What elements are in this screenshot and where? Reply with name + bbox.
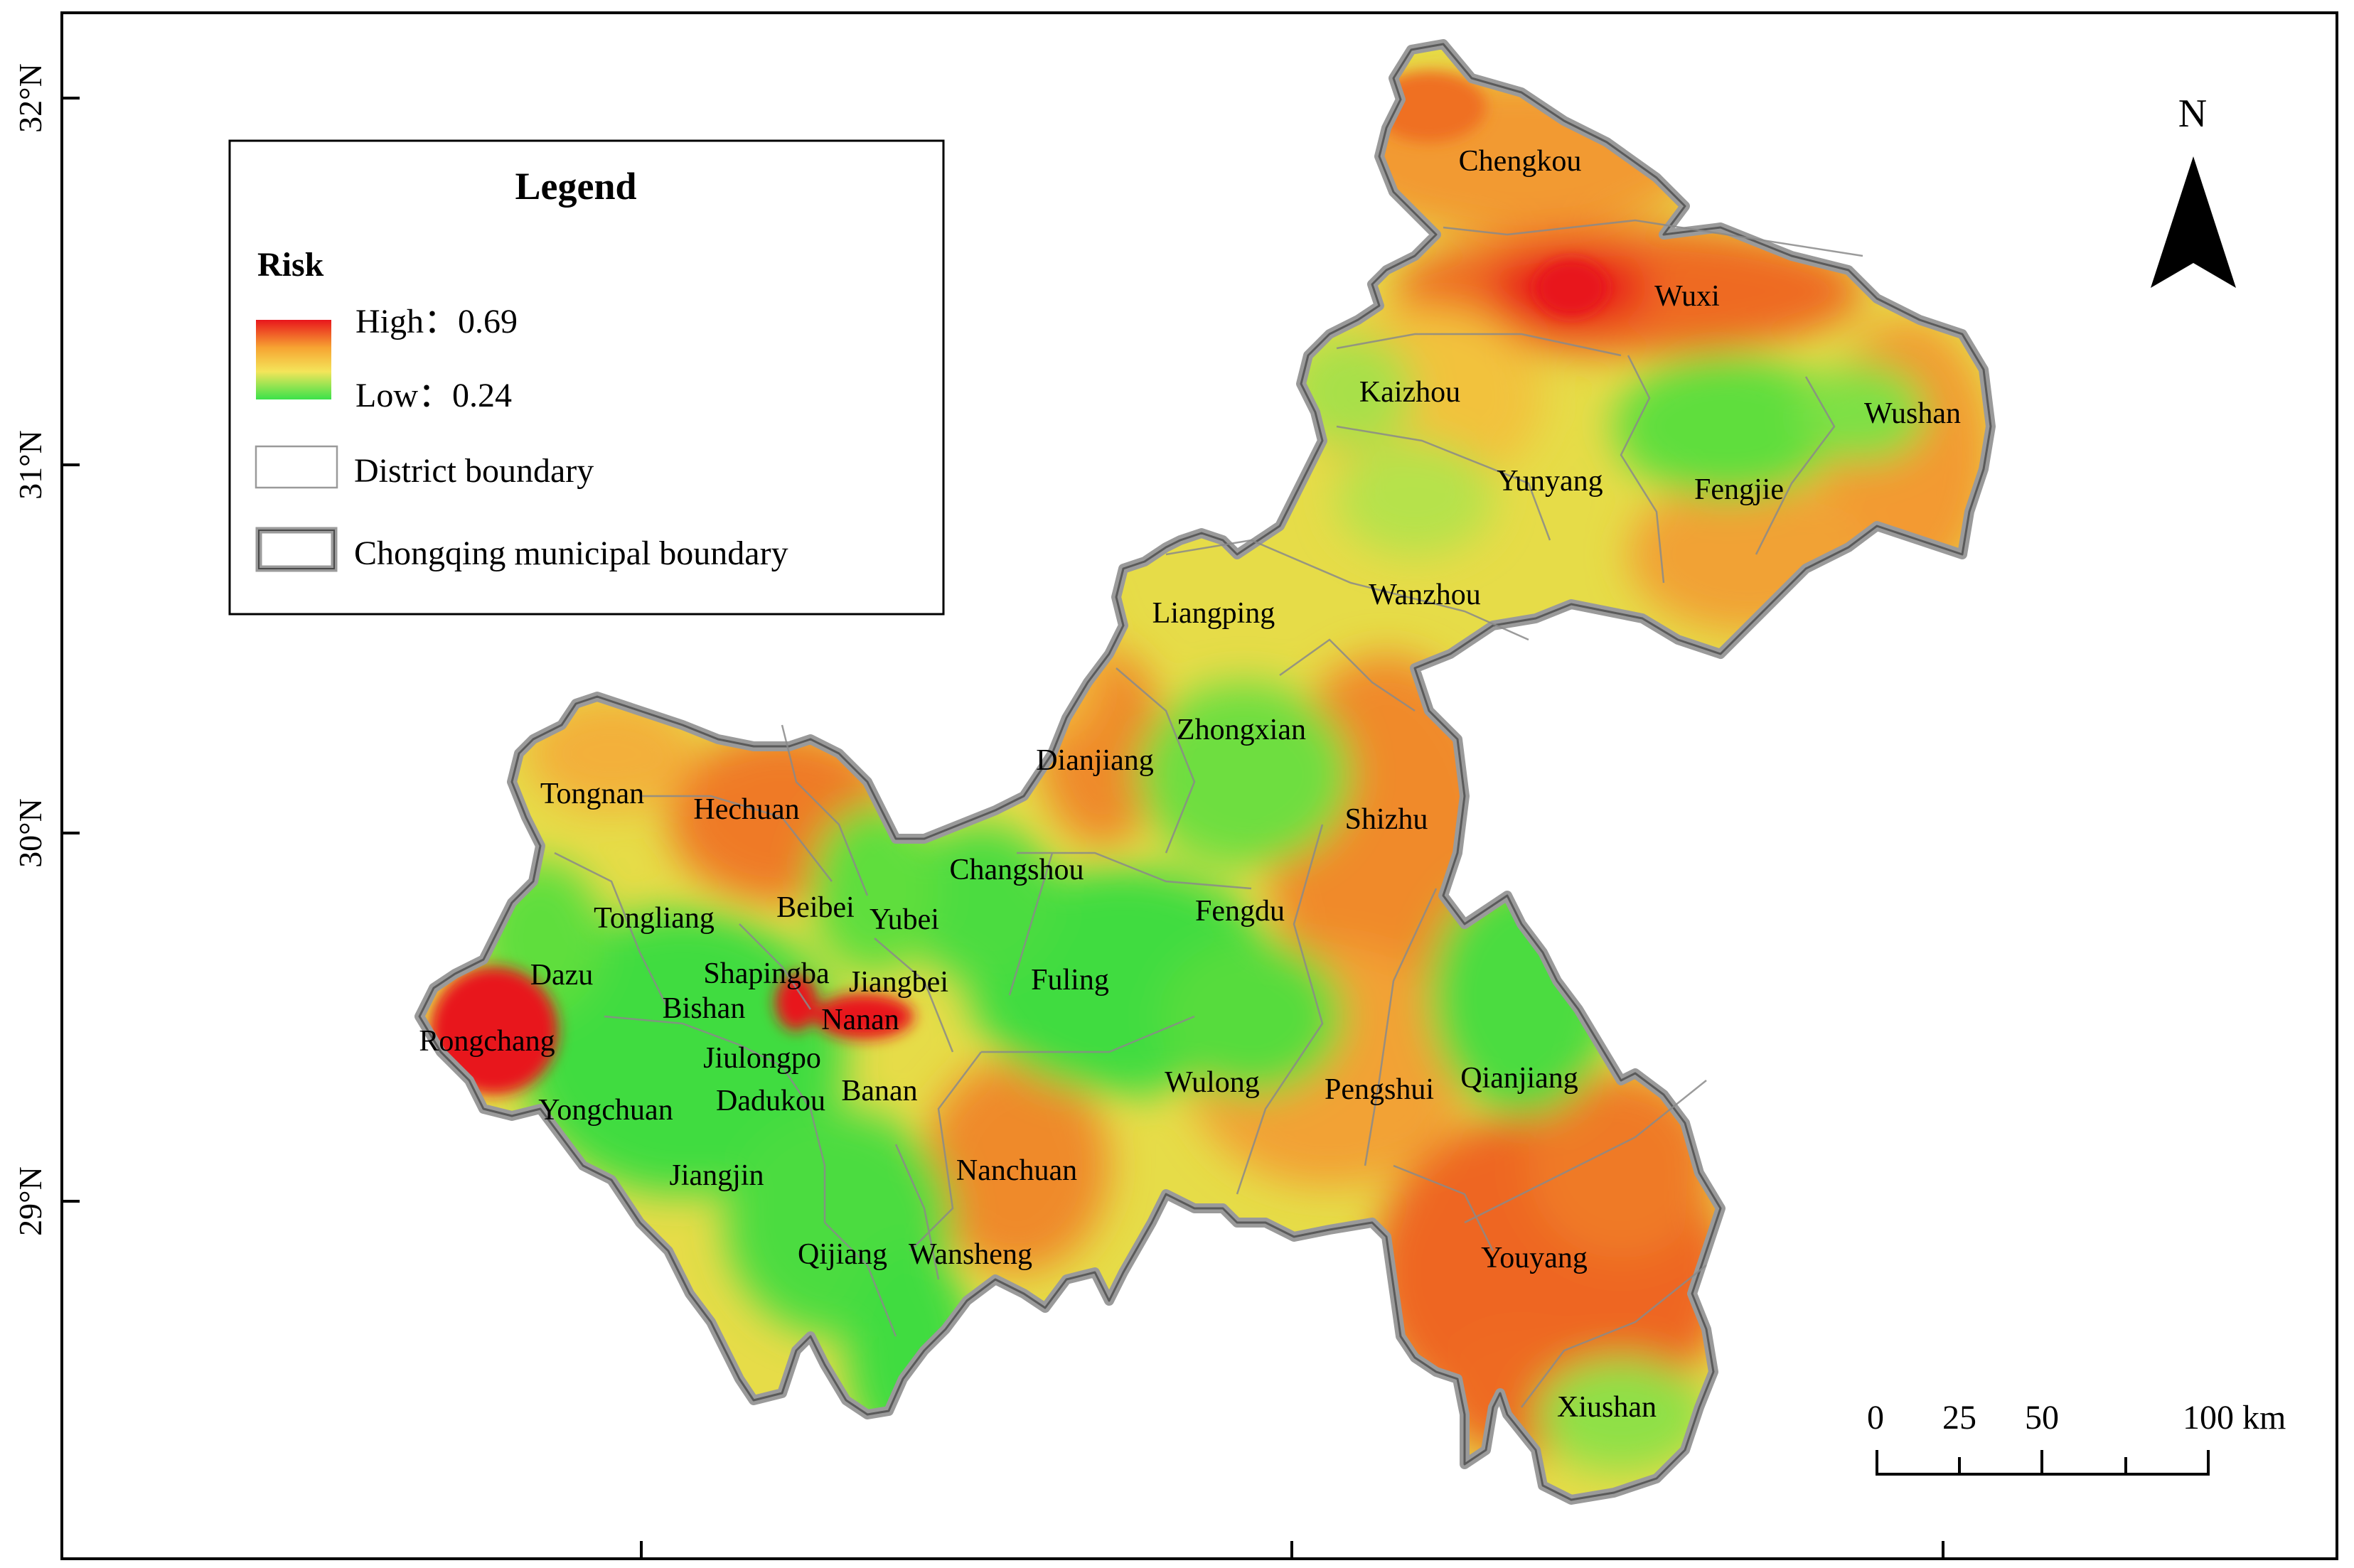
district-label-wansheng: Wansheng	[909, 1238, 1032, 1271]
district-label-yongchuan: Yongchuan	[538, 1094, 673, 1127]
district-label-dadukou: Dadukou	[716, 1085, 825, 1117]
district-label-beibei: Beibei	[776, 891, 855, 924]
district-label-youyang: Youyang	[1481, 1242, 1588, 1274]
lat-label-30: 30°N	[12, 798, 48, 868]
district-labels: Chengkou Wuxi Kaizhou Wushan Yunyang Fen…	[419, 145, 1961, 1424]
district-label-banan: Banan	[841, 1075, 917, 1107]
district-label-zhongxian: Zhongxian	[1177, 714, 1306, 746]
north-arrow: N	[2151, 92, 2236, 288]
district-label-rongchang: Rongchang	[419, 1025, 555, 1058]
legend-municipal-swatch	[255, 527, 338, 572]
district-label-nanchuan: Nanchuan	[956, 1154, 1077, 1187]
district-label-wushan: Wushan	[1864, 397, 1961, 430]
district-label-yunyang: Yunyang	[1497, 465, 1603, 498]
latitude-axis: 32°N 31°N 30°N 29°N	[12, 63, 1944, 1559]
district-label-jiangjin: Jiangjin	[670, 1159, 764, 1192]
map-frame	[60, 11, 2338, 1560]
lat-label-29: 29°N	[12, 1166, 48, 1236]
legend-title: Legend	[515, 165, 636, 208]
scale-label-25: 25	[1942, 1399, 1976, 1437]
scale-label-0: 0	[1867, 1399, 1884, 1437]
district-label-wanzhou: Wanzhou	[1369, 579, 1481, 611]
district-label-xiushan: Xiushan	[1557, 1391, 1657, 1424]
district-label-wulong: Wulong	[1165, 1066, 1260, 1099]
district-label-nanan: Nanan	[821, 1004, 899, 1036]
district-label-dazu: Dazu	[530, 959, 594, 992]
legend-low-label: Low：0.24	[355, 377, 512, 414]
district-label-fengdu: Fengdu	[1195, 895, 1285, 928]
legend: Legend Risk High：0.69 Low：0.24 District …	[228, 139, 945, 616]
legend-high-label: High：0.69	[355, 303, 518, 340]
district-label-fengjie: Fengjie	[1694, 473, 1784, 506]
district-label-liangping: Liangping	[1152, 597, 1275, 630]
lat-label-31: 31°N	[12, 430, 48, 500]
district-label-yubei: Yubei	[870, 903, 939, 936]
district-label-kaizhou: Kaizhou	[1359, 376, 1460, 409]
district-label-shizhu: Shizhu	[1345, 803, 1428, 836]
legend-color-ramp	[256, 320, 331, 399]
scale-bar: 0 25 50 100 km	[1867, 1399, 2286, 1476]
municipal-boundary-inner	[418, 43, 1992, 1501]
district-label-qijiang: Qijiang	[798, 1238, 887, 1271]
north-arrow-icon	[2151, 156, 2236, 288]
district-label-bishan: Bishan	[663, 992, 746, 1025]
legend-box	[228, 139, 945, 616]
district-label-hechuan: Hechuan	[693, 793, 799, 826]
scale-label-50: 50	[2025, 1399, 2059, 1437]
district-label-qianjiang: Qianjiang	[1460, 1062, 1578, 1095]
district-label-jiangbei: Jiangbei	[849, 966, 948, 999]
district-label-tongnan: Tongnan	[540, 778, 644, 810]
scale-label-100km: 100 km	[2183, 1399, 2286, 1437]
legend-risk-heading: Risk	[257, 246, 324, 284]
district-label-changshou: Changshou	[950, 854, 1084, 886]
district-label-dianjiang: Dianjiang	[1036, 744, 1154, 777]
district-label-chengkou: Chengkou	[1459, 145, 1582, 178]
district-label-jiulongpo: Jiulongpo	[703, 1042, 821, 1075]
legend-municipal-boundary-label: Chongqing municipal boundary	[354, 535, 788, 572]
legend-district-boundary-label: District boundary	[354, 452, 594, 490]
district-label-fuling: Fuling	[1031, 964, 1109, 997]
lat-label-32: 32°N	[12, 63, 48, 133]
district-label-pengshui: Pengshui	[1325, 1073, 1434, 1106]
district-label-shapingba: Shapingba	[703, 957, 830, 990]
district-label-tongliang: Tongliang	[594, 902, 715, 935]
district-boundaries	[554, 219, 1863, 1408]
district-label-wuxi: Wuxi	[1654, 280, 1720, 313]
north-arrow-label: N	[2178, 92, 2207, 136]
legend-district-swatch	[255, 445, 338, 489]
